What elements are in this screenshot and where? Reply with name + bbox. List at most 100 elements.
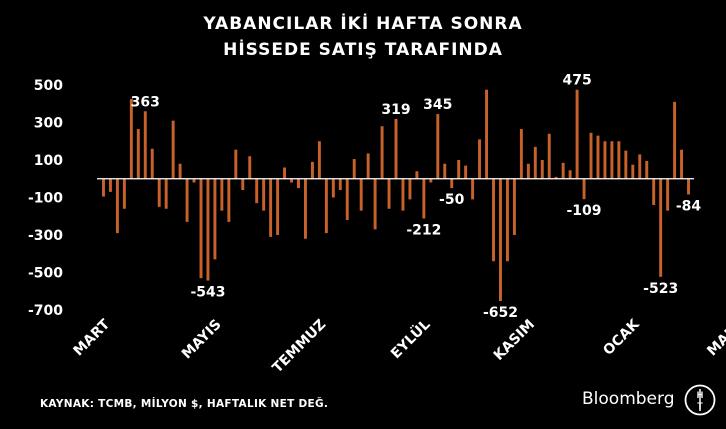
x-tick-label: MART [70,316,113,359]
bar [422,178,426,219]
bar [276,178,280,235]
bar [192,178,196,183]
chart-title-line1: YABANCILAR İKİ HAFTA SONRA [203,14,523,34]
data-label: 345 [423,97,452,113]
bar [136,129,140,179]
bar [394,118,398,179]
x-tick-label: MAYIS [179,317,225,363]
bar [157,178,161,207]
x-tick-label: OCAK [600,316,643,359]
bar [575,89,579,179]
bar [436,114,440,179]
data-label: 319 [381,102,410,118]
bloomberg-brand: Bloomberg [582,389,675,409]
bar [345,178,349,220]
y-tick-label: -300 [28,228,63,244]
bar [269,178,273,237]
bar [401,178,405,211]
y-tick-label: 100 [34,153,63,169]
y-tick-label: 300 [34,116,63,132]
x-tick-label: MART [704,316,726,359]
x-tick-label: KASIM [491,317,538,364]
data-label: 363 [131,94,160,110]
bar [283,167,287,179]
bar [638,154,642,179]
bar [171,120,175,179]
svg-text:H: H [697,390,704,400]
bar [220,178,224,211]
bar [387,178,391,209]
bar [624,150,628,179]
bar [129,99,133,179]
x-tick-label: EYLÜL [387,315,434,362]
bar [143,111,147,179]
bar [373,178,377,230]
bar [206,178,210,281]
bar [478,139,482,179]
data-label: -84 [676,199,702,215]
data-label: -212 [406,223,441,239]
bar [213,178,217,260]
bar [443,163,447,179]
bar [234,149,238,179]
bar [338,178,342,190]
bar [680,149,684,179]
bar [666,178,670,211]
chart-title-line2: HİSSEDE SATIŞ TARAFINDA [223,40,503,60]
data-label: -109 [566,203,601,219]
bar [185,178,189,222]
bar [248,156,252,179]
bar [227,178,231,222]
bar [582,178,586,200]
bar [366,153,370,179]
data-label: -523 [643,281,678,297]
bar [408,178,412,200]
y-tick-label: 500 [34,78,63,94]
bar [568,170,572,179]
bar [652,178,656,205]
y-tick-label: -500 [28,266,63,282]
bar [241,178,245,190]
bar [631,164,635,179]
bar [450,178,454,189]
bar [492,178,495,262]
y-tick-label: -700 [28,303,63,319]
svg-text:T: T [697,401,703,411]
bar [310,161,314,179]
bar [645,160,649,179]
data-label: 475 [562,73,591,89]
bar [561,162,565,179]
bar [178,163,182,179]
bar [485,89,489,179]
bar [199,178,203,279]
bar [687,178,690,195]
bar [617,141,621,179]
bar [102,178,105,197]
bar [108,178,112,192]
bar [554,176,558,179]
bar [331,178,335,198]
bar [512,178,516,235]
bar [122,178,126,209]
bar [596,135,600,179]
bar [262,178,266,211]
data-label: -50 [439,192,465,208]
source-note: KAYNAK: TCMB, MİLYON $, HAFTALIK NET DEĞ… [40,398,329,410]
bar [352,159,356,179]
bar [115,178,119,234]
data-label: -543 [190,285,225,301]
bar [589,132,593,179]
bar [610,141,614,179]
bar [540,160,544,179]
bar [519,129,523,179]
bar [380,126,384,179]
bar [324,178,328,234]
bar [415,171,419,179]
bar [304,178,307,239]
bar [429,178,433,183]
bar [464,165,468,179]
data-label: -652 [483,305,518,321]
bar [505,178,509,262]
